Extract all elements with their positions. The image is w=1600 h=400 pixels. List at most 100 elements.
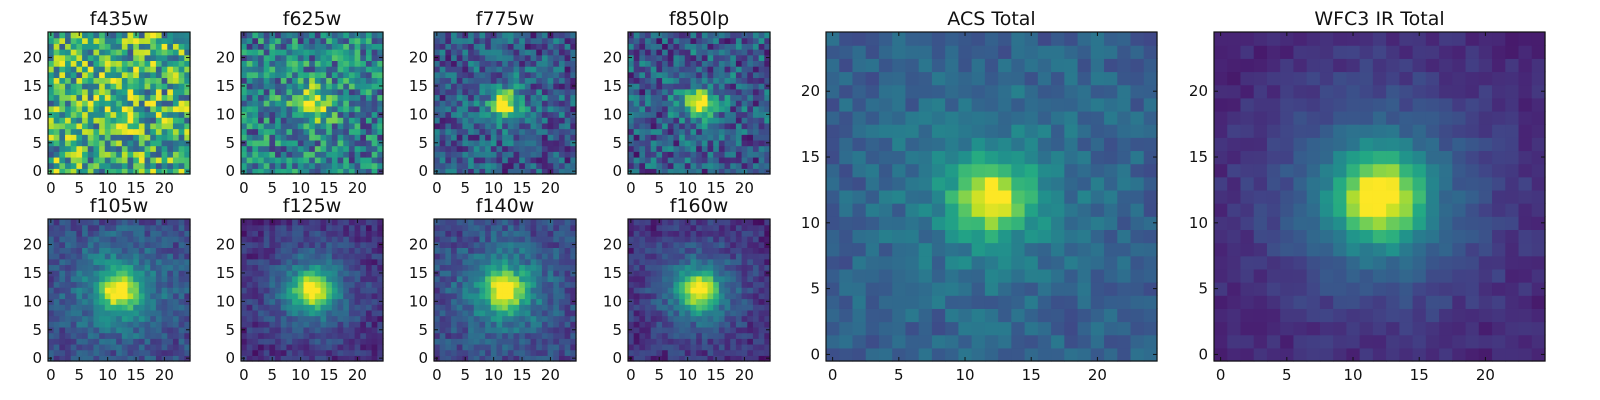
heatmap-cell xyxy=(59,49,66,56)
heatmap-cell xyxy=(263,111,270,118)
heatmap-cell xyxy=(53,168,60,175)
heatmap-cell xyxy=(530,332,537,339)
heatmap-cell xyxy=(326,151,333,158)
heatmap-cell xyxy=(99,32,106,39)
heatmap-cell xyxy=(292,281,299,288)
heatmap-cell xyxy=(252,309,259,317)
heatmap-cell xyxy=(507,304,515,311)
heatmap-cell xyxy=(519,236,526,243)
heatmap-cell xyxy=(558,94,566,101)
heatmap-cell xyxy=(241,156,248,164)
heatmap-cell xyxy=(758,94,765,101)
heatmap-cell xyxy=(65,355,72,362)
heatmap-cell xyxy=(650,88,657,96)
heatmap-cell xyxy=(456,54,463,61)
heatmap-cell xyxy=(439,32,446,39)
heatmap-cell xyxy=(280,315,288,322)
heatmap-cell xyxy=(662,71,669,79)
heatmap-cell xyxy=(639,355,646,362)
heatmap-cell xyxy=(735,338,743,345)
heatmap-cell xyxy=(564,258,571,266)
heatmap-cell xyxy=(530,241,537,248)
heatmap-cell xyxy=(645,156,652,164)
heatmap-cell xyxy=(337,332,344,339)
heatmap-cell xyxy=(99,236,106,243)
heatmap-cell xyxy=(331,343,339,351)
heatmap-cell xyxy=(541,321,549,328)
heatmap-cell xyxy=(513,236,520,243)
heatmap-cell xyxy=(490,247,498,254)
y-tick-label: 5 xyxy=(32,134,42,152)
heatmap-cell xyxy=(633,43,640,50)
heatmap-cell xyxy=(752,43,760,50)
heatmap-cell xyxy=(76,77,83,84)
heatmap-cell xyxy=(297,264,305,271)
heatmap-cell xyxy=(53,253,60,260)
heatmap-cell xyxy=(309,139,316,147)
heatmap-cell xyxy=(718,151,726,158)
axes-frame xyxy=(433,31,577,175)
heatmap-cell xyxy=(696,298,703,305)
heatmap-cell xyxy=(724,49,731,56)
heatmap-cell xyxy=(331,43,339,50)
heatmap-cell xyxy=(479,258,486,266)
heatmap-cell xyxy=(161,241,168,248)
heatmap-cell xyxy=(645,71,652,79)
heatmap-cell xyxy=(718,105,726,113)
heatmap-cell xyxy=(93,304,100,311)
heatmap-cell xyxy=(633,332,640,339)
heatmap-cell xyxy=(360,77,367,84)
heatmap-cell xyxy=(263,253,270,260)
heatmap-cell xyxy=(246,292,253,300)
heatmap-cell xyxy=(314,230,322,237)
heatmap-cell xyxy=(133,241,140,248)
heatmap-cell xyxy=(713,134,720,141)
heatmap-cell xyxy=(530,168,537,175)
x-tick-label: 20 xyxy=(735,179,754,197)
heatmap-cell xyxy=(365,326,373,334)
heatmap-cell xyxy=(673,156,680,164)
heatmap-cell xyxy=(558,292,566,300)
heatmap-cell xyxy=(275,321,282,328)
heatmap-cell xyxy=(360,270,367,277)
heatmap-cell xyxy=(764,100,771,107)
heatmap-cell xyxy=(445,264,452,271)
heatmap-cell xyxy=(570,224,577,231)
heatmap-cell xyxy=(530,71,537,79)
heatmap-cell xyxy=(564,253,571,260)
heatmap-cell xyxy=(155,315,163,322)
heatmap-cell xyxy=(138,71,146,79)
heatmap-cell xyxy=(82,332,89,339)
heatmap-cell xyxy=(337,71,344,79)
heatmap-cell xyxy=(519,315,526,322)
heatmap-cell xyxy=(59,43,66,50)
heatmap-cell xyxy=(53,264,60,271)
heatmap-cell xyxy=(752,94,760,101)
heatmap-cell xyxy=(496,258,503,266)
heatmap-cell xyxy=(104,54,112,61)
heatmap-cell xyxy=(144,304,151,311)
heatmap-cell xyxy=(82,338,89,345)
heatmap-cell xyxy=(445,224,452,231)
heatmap-cell xyxy=(309,100,316,107)
heatmap-cell xyxy=(553,105,560,113)
heatmap-cell xyxy=(633,71,640,79)
heatmap-cell xyxy=(456,168,463,175)
heatmap-cell xyxy=(161,304,168,311)
heatmap-cell xyxy=(172,151,180,158)
heatmap-cell xyxy=(673,304,680,311)
heatmap-cell xyxy=(553,304,560,311)
heatmap-cell xyxy=(172,241,180,248)
heatmap-cell xyxy=(93,275,100,283)
heatmap-cell xyxy=(48,281,55,288)
heatmap-cell xyxy=(451,326,458,334)
heatmap-cell xyxy=(701,343,709,351)
heatmap-cell xyxy=(167,77,174,84)
heatmap-cell xyxy=(326,224,333,231)
heatmap-cell xyxy=(645,49,652,56)
heatmap-cell xyxy=(564,49,571,56)
heatmap-cell xyxy=(263,349,270,356)
heatmap-cell xyxy=(104,151,112,158)
heatmap-cell xyxy=(633,287,640,294)
heatmap-cell xyxy=(133,264,140,271)
